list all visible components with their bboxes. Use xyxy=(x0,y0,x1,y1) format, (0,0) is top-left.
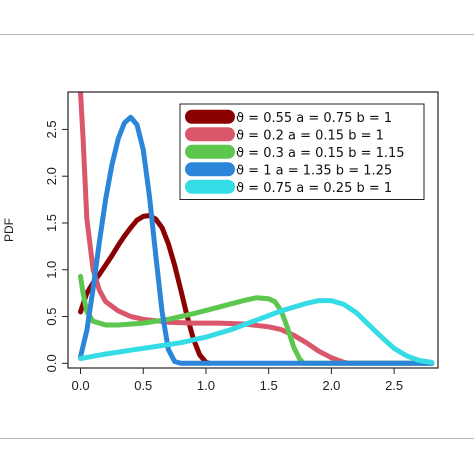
x-tick-label: 0.0 xyxy=(72,378,90,393)
y-tick-label: 0.0 xyxy=(44,354,59,372)
x-tick-label: 2.5 xyxy=(385,378,403,393)
series-line-4 xyxy=(78,114,435,366)
top-rule xyxy=(0,34,474,35)
x-tick-label: 0.5 xyxy=(134,378,152,393)
legend-entry-2: ϑ = 0.2 a = 0.15 b = 1 xyxy=(236,128,384,143)
y-axis-title: PDF xyxy=(2,218,16,242)
legend-entry-3: ϑ = 0.3 a = 0.15 b = 1.15 xyxy=(236,146,405,161)
series-line-3 xyxy=(78,273,435,366)
legend-entry-1: ϑ = 0.55 a = 0.75 b = 1 xyxy=(236,111,392,126)
x-tick-label: 1.0 xyxy=(197,378,215,393)
x-tick-label: 1.5 xyxy=(260,378,278,393)
y-tick-label: 2.0 xyxy=(44,167,59,185)
x-tick-label: 2.0 xyxy=(322,378,340,393)
axes-layer: 0.0 0.5 1.0 1.5 2.0 2.5 0.0 0.5 1.0 1.5 2.0 2.5 xyxy=(44,120,403,393)
series-line-5 xyxy=(78,298,435,365)
y-tick-label: 0.5 xyxy=(44,308,59,326)
plot-box xyxy=(67,91,439,369)
series-line-1 xyxy=(78,213,213,366)
bottom-rule xyxy=(0,438,474,439)
legend: ϑ = 0.55 a = 0.75 b = 1 ϑ = 0.2 a = 0.15 … xyxy=(179,103,425,200)
y-tick-label: 2.5 xyxy=(44,120,59,138)
legend-entry-4: ϑ = 1 a = 1.35 b = 1.25 xyxy=(236,163,392,178)
series-layer xyxy=(78,92,435,366)
y-tick-label: 1.0 xyxy=(44,261,59,279)
legend-entry-5: ϑ = 0.75 a = 0.25 b = 1 xyxy=(236,181,392,196)
y-tick-label: 1.5 xyxy=(44,214,59,232)
